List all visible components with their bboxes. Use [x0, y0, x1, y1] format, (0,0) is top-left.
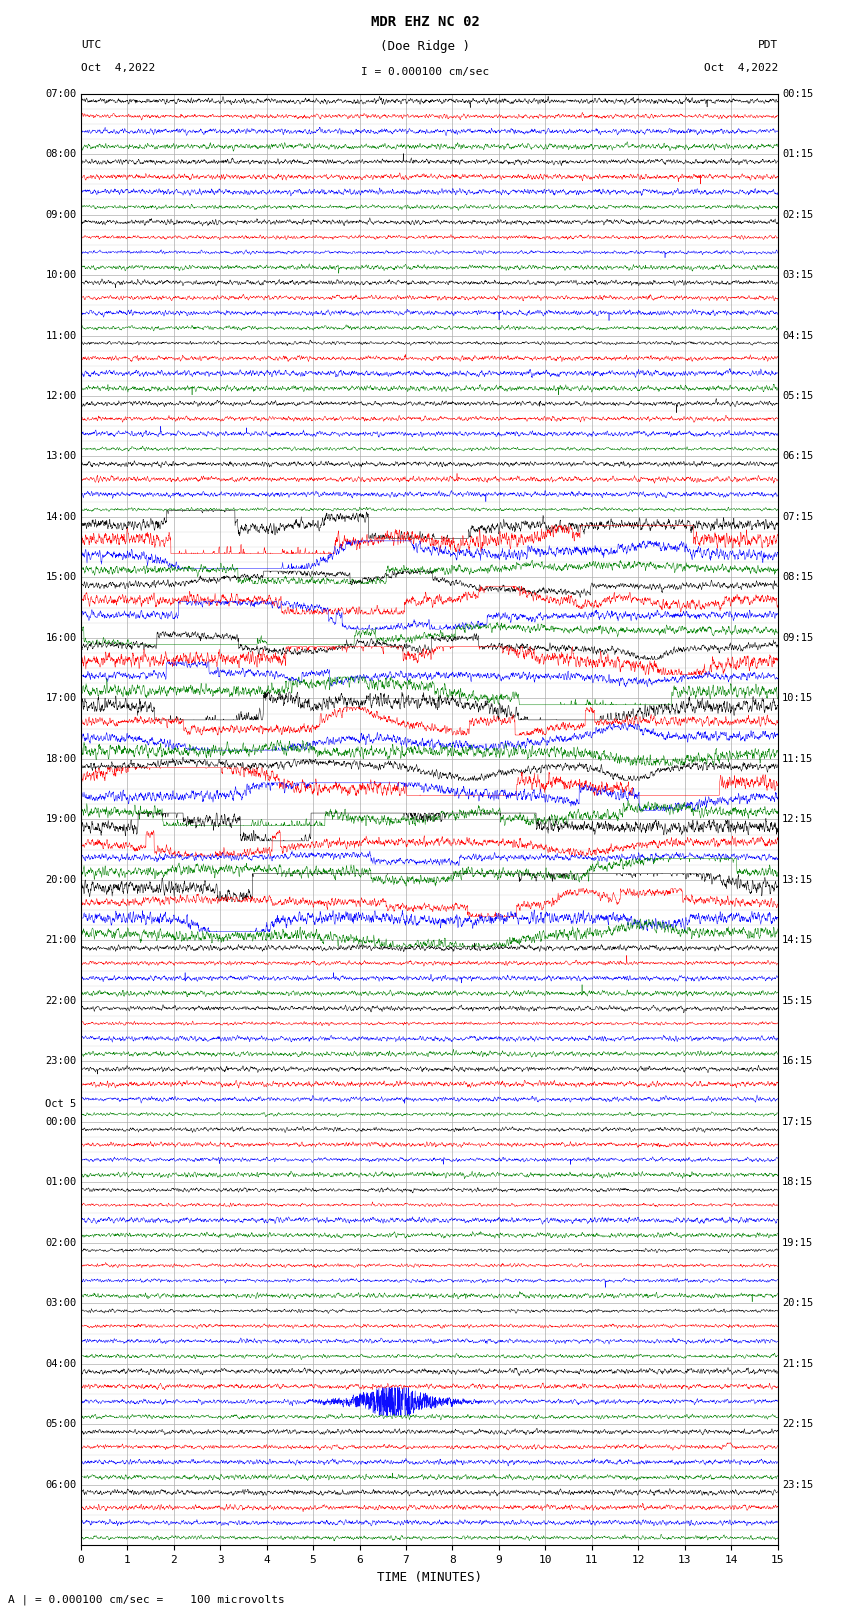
Text: 19:00: 19:00 [45, 815, 76, 824]
Text: 14:00: 14:00 [45, 511, 76, 523]
Text: 10:15: 10:15 [782, 694, 813, 703]
Text: 13:15: 13:15 [782, 874, 813, 886]
Text: UTC: UTC [81, 40, 101, 50]
Text: 05:15: 05:15 [782, 390, 813, 402]
Text: Oct  4,2022: Oct 4,2022 [704, 63, 778, 73]
Text: 16:15: 16:15 [782, 1057, 813, 1066]
Text: 03:15: 03:15 [782, 269, 813, 281]
Text: 21:00: 21:00 [45, 936, 76, 945]
Text: 06:00: 06:00 [45, 1479, 76, 1490]
Text: 04:15: 04:15 [782, 331, 813, 340]
Text: 01:00: 01:00 [45, 1177, 76, 1187]
Text: 04:00: 04:00 [45, 1358, 76, 1369]
Text: 07:15: 07:15 [782, 511, 813, 523]
Text: 23:00: 23:00 [45, 1057, 76, 1066]
Text: 23:15: 23:15 [782, 1479, 813, 1490]
Text: 00:00: 00:00 [45, 1116, 76, 1127]
Text: 22:15: 22:15 [782, 1419, 813, 1429]
Text: Oct  4,2022: Oct 4,2022 [81, 63, 155, 73]
Text: 22:00: 22:00 [45, 995, 76, 1007]
Text: MDR EHZ NC 02: MDR EHZ NC 02 [371, 15, 479, 29]
Text: 21:15: 21:15 [782, 1358, 813, 1369]
Text: 00:15: 00:15 [782, 89, 813, 98]
Text: Oct 5: Oct 5 [45, 1098, 76, 1110]
Text: 17:15: 17:15 [782, 1116, 813, 1127]
Text: 08:00: 08:00 [45, 148, 76, 160]
Text: 20:15: 20:15 [782, 1298, 813, 1308]
Text: 18:15: 18:15 [782, 1177, 813, 1187]
Text: PDT: PDT [757, 40, 778, 50]
Text: 16:00: 16:00 [45, 632, 76, 644]
Text: 20:00: 20:00 [45, 874, 76, 886]
X-axis label: TIME (MINUTES): TIME (MINUTES) [377, 1571, 482, 1584]
Text: I = 0.000100 cm/sec: I = 0.000100 cm/sec [361, 68, 489, 77]
Text: 06:15: 06:15 [782, 452, 813, 461]
Text: 11:00: 11:00 [45, 331, 76, 340]
Text: 13:00: 13:00 [45, 452, 76, 461]
Text: 12:00: 12:00 [45, 390, 76, 402]
Text: 10:00: 10:00 [45, 269, 76, 281]
Text: 03:00: 03:00 [45, 1298, 76, 1308]
Text: 02:15: 02:15 [782, 210, 813, 219]
Text: 15:00: 15:00 [45, 573, 76, 582]
Text: (Doe Ridge ): (Doe Ridge ) [380, 40, 470, 53]
Text: 09:00: 09:00 [45, 210, 76, 219]
Text: 09:15: 09:15 [782, 632, 813, 644]
Text: 01:15: 01:15 [782, 148, 813, 160]
Text: 19:15: 19:15 [782, 1237, 813, 1248]
Text: 18:00: 18:00 [45, 753, 76, 765]
Text: 05:00: 05:00 [45, 1419, 76, 1429]
Text: 14:15: 14:15 [782, 936, 813, 945]
Text: 08:15: 08:15 [782, 573, 813, 582]
Text: 12:15: 12:15 [782, 815, 813, 824]
Text: 11:15: 11:15 [782, 753, 813, 765]
Text: A | = 0.000100 cm/sec =    100 microvolts: A | = 0.000100 cm/sec = 100 microvolts [8, 1594, 286, 1605]
Text: 15:15: 15:15 [782, 995, 813, 1007]
Text: 02:00: 02:00 [45, 1237, 76, 1248]
Text: 07:00: 07:00 [45, 89, 76, 98]
Text: 17:00: 17:00 [45, 694, 76, 703]
